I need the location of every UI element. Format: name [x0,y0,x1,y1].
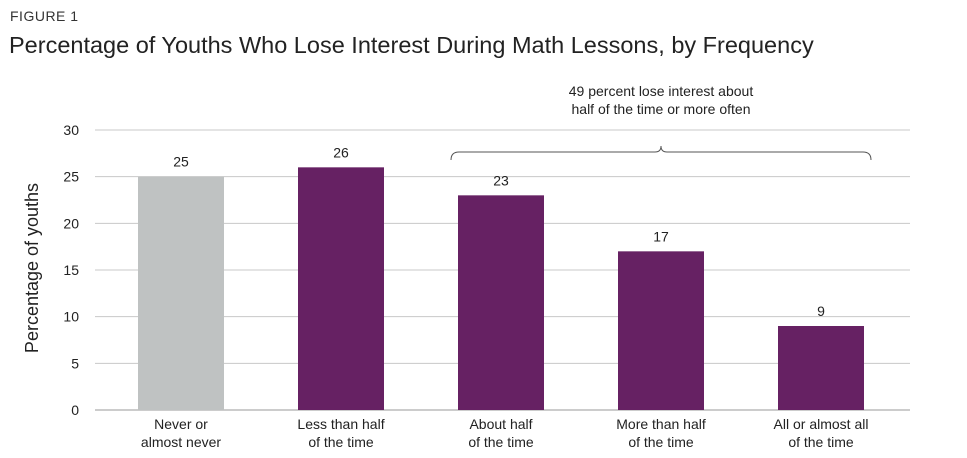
annotation-text-1: half of the time or more often [572,101,751,117]
category-label-1-0: Less than half [297,416,384,432]
bar-1 [298,167,384,410]
chart-title: Percentage of Youths Who Lose Interest D… [9,32,814,58]
annotation-bracket [450,145,872,161]
category-label-0-0: Never or [154,416,208,432]
annotation-text-0: 49 percent lose interest about [569,83,754,99]
category-label-4-0: All or almost all [774,416,869,432]
y-axis-label: Percentage of youths [22,183,42,353]
value-label-4: 9 [817,303,825,319]
category-label-3-0: More than half [616,416,706,432]
category-label-1-1: of the time [308,434,374,450]
bar-2 [458,195,544,410]
y-tick-label-15: 15 [63,262,79,278]
y-tick-label-0: 0 [71,402,79,418]
figure-label: FIGURE 1 [10,8,79,24]
value-label-2: 23 [493,172,509,188]
value-label-0: 25 [173,154,189,170]
y-tick-label-5: 5 [71,355,79,371]
y-tick-label-30: 30 [63,122,79,138]
category-label-2-0: About half [469,416,532,432]
y-tick-label-25: 25 [63,169,79,185]
y-tick-label-20: 20 [63,215,79,231]
category-label-2-1: of the time [468,434,534,450]
category-label-4-1: of the time [788,434,854,450]
category-label-0-1: almost never [141,434,221,450]
value-label-1: 26 [333,144,349,160]
bar-4 [778,326,864,410]
category-label-3-1: of the time [628,434,694,450]
value-label-3: 17 [653,228,669,244]
bar-3 [618,251,704,410]
y-tick-label-10: 10 [63,309,79,325]
bar-0 [138,176,224,410]
